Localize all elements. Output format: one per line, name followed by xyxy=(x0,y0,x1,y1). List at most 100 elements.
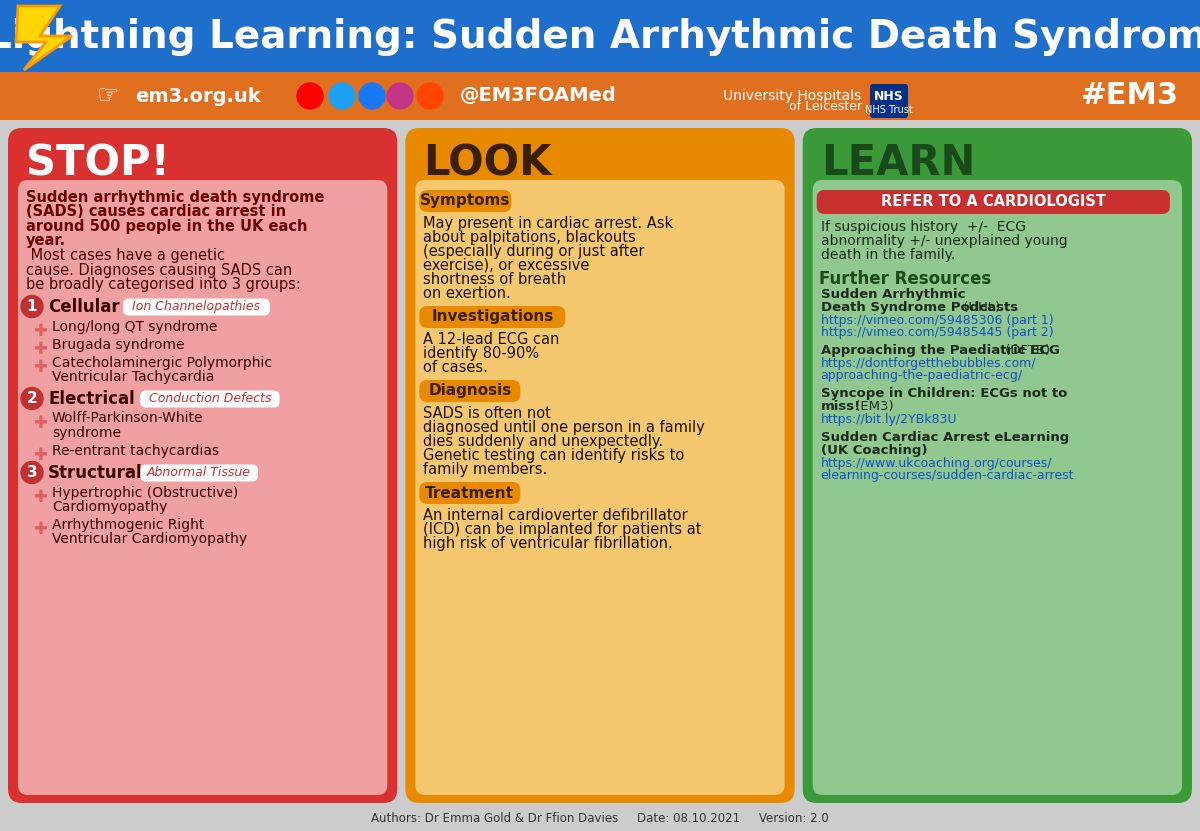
Text: NHS: NHS xyxy=(874,90,904,102)
Text: be broadly categorised into 3 groups:: be broadly categorised into 3 groups: xyxy=(26,277,301,292)
Text: Brugada syndrome: Brugada syndrome xyxy=(52,337,185,352)
FancyBboxPatch shape xyxy=(406,128,794,803)
Text: (especially during or just after: (especially during or just after xyxy=(424,244,644,259)
Text: ✚: ✚ xyxy=(34,445,47,464)
Text: ✚: ✚ xyxy=(34,322,47,340)
FancyBboxPatch shape xyxy=(140,391,280,407)
Text: Re-entrant tachycardias: Re-entrant tachycardias xyxy=(52,444,220,458)
Text: Cardiomyopathy: Cardiomyopathy xyxy=(52,499,167,514)
Text: STOP!: STOP! xyxy=(26,142,169,184)
Text: Lightning Learning: Sudden Arrhythmic Death Syndrome: Lightning Learning: Sudden Arrhythmic De… xyxy=(0,18,1200,56)
Text: year.: year. xyxy=(26,234,66,248)
Circle shape xyxy=(418,83,443,109)
Text: Investigations: Investigations xyxy=(431,309,553,324)
Text: Long/long QT syndrome: Long/long QT syndrome xyxy=(52,319,217,333)
Text: family members.: family members. xyxy=(424,462,547,477)
Text: Cellular: Cellular xyxy=(48,297,120,316)
Text: shortness of breath: shortness of breath xyxy=(424,272,566,287)
Circle shape xyxy=(22,461,43,484)
Text: #EM3: #EM3 xyxy=(1081,81,1178,111)
Text: @EM3FOAMed: @EM3FOAMed xyxy=(460,86,617,106)
Text: Hypertrophic (Obstructive): Hypertrophic (Obstructive) xyxy=(52,485,239,499)
Text: Syncope in Children: ECGs not to: Syncope in Children: ECGs not to xyxy=(821,387,1067,400)
Text: Catecholaminergic Polymorphic: Catecholaminergic Polymorphic xyxy=(52,356,272,370)
Text: (UHL): (UHL) xyxy=(959,301,1000,314)
Text: Approaching the Paediatric ECG: Approaching the Paediatric ECG xyxy=(821,344,1060,357)
Text: exercise), or excessive: exercise), or excessive xyxy=(424,258,589,273)
Circle shape xyxy=(329,83,355,109)
Text: of cases.: of cases. xyxy=(424,360,488,375)
Text: A 12-lead ECG can: A 12-lead ECG can xyxy=(424,332,559,347)
Text: https://vimeo.com/59485306 (part 1): https://vimeo.com/59485306 (part 1) xyxy=(821,314,1054,327)
Polygon shape xyxy=(16,6,72,70)
Text: Authors: Dr Emma Gold & Dr Ffion Davies     Date: 08.10.2021     Version: 2.0: Authors: Dr Emma Gold & Dr Ffion Davies … xyxy=(371,812,829,824)
Text: Sudden arrhythmic death syndrome: Sudden arrhythmic death syndrome xyxy=(26,190,324,205)
Text: An internal cardioverter defibrillator: An internal cardioverter defibrillator xyxy=(424,508,688,523)
FancyBboxPatch shape xyxy=(812,180,1182,795)
Text: diagnosed until one person in a family: diagnosed until one person in a family xyxy=(424,420,706,435)
Text: ✚: ✚ xyxy=(34,519,47,538)
FancyBboxPatch shape xyxy=(124,298,270,316)
Text: May present in cardiac arrest. Ask: May present in cardiac arrest. Ask xyxy=(424,216,673,231)
Text: If suspicious history  +/-  ECG: If suspicious history +/- ECG xyxy=(821,220,1026,234)
Text: Death Syndrome Podcasts: Death Syndrome Podcasts xyxy=(821,301,1018,314)
FancyBboxPatch shape xyxy=(419,482,521,504)
Text: (DFTB): (DFTB) xyxy=(1001,344,1050,357)
Text: NHS Trust: NHS Trust xyxy=(865,105,913,115)
FancyBboxPatch shape xyxy=(140,465,258,481)
Text: Further Resources: Further Resources xyxy=(818,270,991,288)
Text: Treatment: Treatment xyxy=(425,485,515,500)
Text: Arrhythmogenic Right: Arrhythmogenic Right xyxy=(52,518,204,532)
Text: LEARN: LEARN xyxy=(821,142,976,184)
FancyBboxPatch shape xyxy=(18,180,388,795)
Text: em3.org.uk: em3.org.uk xyxy=(134,86,260,106)
FancyBboxPatch shape xyxy=(803,128,1192,803)
Text: ✚: ✚ xyxy=(34,414,47,431)
Text: elearning-courses/sudden-cardiac-arrest: elearning-courses/sudden-cardiac-arrest xyxy=(821,469,1074,482)
Bar xyxy=(0,0,1200,72)
Text: ✚: ✚ xyxy=(34,357,47,376)
FancyBboxPatch shape xyxy=(419,190,511,212)
Text: ✚: ✚ xyxy=(34,340,47,357)
Text: Conduction Defects: Conduction Defects xyxy=(149,392,271,405)
Text: SADS is often not: SADS is often not xyxy=(424,406,551,421)
FancyBboxPatch shape xyxy=(419,380,521,402)
Text: REFER TO A CARDIOLOGIST: REFER TO A CARDIOLOGIST xyxy=(881,194,1106,209)
FancyBboxPatch shape xyxy=(8,128,397,803)
Text: abnormality +/- unexplained young: abnormality +/- unexplained young xyxy=(821,234,1067,248)
FancyBboxPatch shape xyxy=(415,180,785,795)
Text: approaching-the-paediatric-ecg/: approaching-the-paediatric-ecg/ xyxy=(821,369,1022,382)
Text: ✚: ✚ xyxy=(34,488,47,505)
Text: around 500 people in the UK each: around 500 people in the UK each xyxy=(26,219,307,234)
Text: Electrical: Electrical xyxy=(48,390,134,407)
Bar xyxy=(0,72,1200,120)
Text: ☞: ☞ xyxy=(97,84,119,108)
Circle shape xyxy=(359,83,385,109)
Text: cause. Diagnoses causing SADS can: cause. Diagnoses causing SADS can xyxy=(26,263,293,278)
Text: 1: 1 xyxy=(26,299,37,314)
Text: LOOK: LOOK xyxy=(424,142,552,184)
Text: high risk of ventricular fibrillation.: high risk of ventricular fibrillation. xyxy=(424,536,673,551)
FancyBboxPatch shape xyxy=(870,102,908,118)
Text: Most cases have a genetic: Most cases have a genetic xyxy=(26,248,226,263)
Text: about palpitations, blackouts: about palpitations, blackouts xyxy=(424,230,636,245)
Text: Wolff-Parkinson-White: Wolff-Parkinson-White xyxy=(52,411,204,425)
Circle shape xyxy=(386,83,413,109)
Text: identify 80-90%: identify 80-90% xyxy=(424,346,540,361)
Text: https://dontforgetthebubbles.com/: https://dontforgetthebubbles.com/ xyxy=(821,357,1036,370)
Text: Sudden Arrhythmic: Sudden Arrhythmic xyxy=(821,288,965,301)
Text: https://bit.ly/2YBk83U: https://bit.ly/2YBk83U xyxy=(821,413,958,426)
Text: Ventricular Tachycardia: Ventricular Tachycardia xyxy=(52,370,215,383)
Text: Ion Channelopathies: Ion Channelopathies xyxy=(132,300,260,313)
Text: Diagnosis: Diagnosis xyxy=(428,383,511,399)
Text: University Hospitals: University Hospitals xyxy=(722,89,870,103)
Text: Abnormal Tissue: Abnormal Tissue xyxy=(148,466,251,479)
Circle shape xyxy=(298,83,323,109)
Text: https://www.ukcoaching.org/courses/: https://www.ukcoaching.org/courses/ xyxy=(821,457,1052,470)
Text: 2: 2 xyxy=(26,391,37,406)
Text: 3: 3 xyxy=(26,465,37,480)
Text: of Leicester: of Leicester xyxy=(788,101,870,114)
Text: Genetic testing can identify risks to: Genetic testing can identify risks to xyxy=(424,448,684,463)
Text: (EM3): (EM3) xyxy=(851,400,898,413)
Text: Symptoms: Symptoms xyxy=(420,194,510,209)
